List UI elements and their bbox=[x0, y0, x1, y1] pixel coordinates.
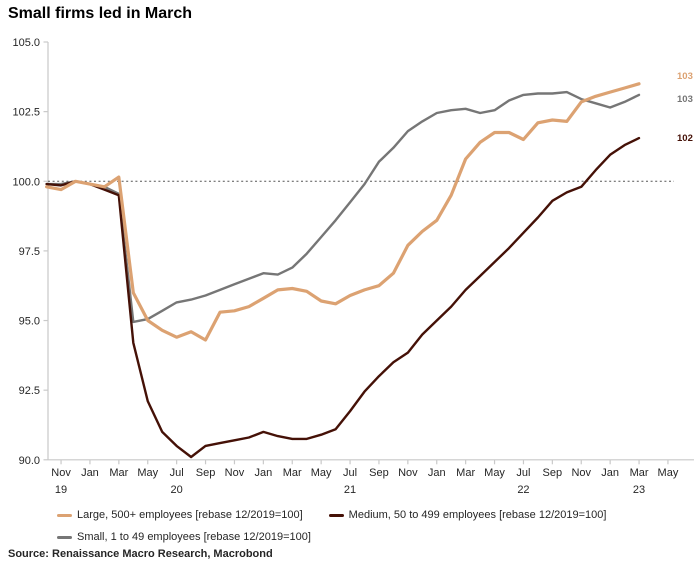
x-tick-label: Jul bbox=[170, 467, 184, 479]
x-tick-label: Nov bbox=[571, 467, 591, 479]
x-tick-label: Sep bbox=[369, 467, 389, 479]
x-tick-label: Nov bbox=[225, 467, 245, 479]
year-label: 23 bbox=[633, 484, 645, 496]
legend-row-2: Small, 1 to 49 employees [rebase 12/2019… bbox=[57, 530, 311, 544]
year-label: 19 bbox=[55, 484, 67, 496]
x-tick-label: Jul bbox=[516, 467, 530, 479]
y-tick-label: 102.5 bbox=[12, 107, 40, 119]
series-end-value-label: 103 bbox=[677, 94, 693, 105]
y-tick-label: 97.5 bbox=[19, 246, 40, 258]
x-tick-label: Jul bbox=[343, 467, 357, 479]
y-tick-label: 105.0 bbox=[12, 37, 40, 49]
x-tick-label: Sep bbox=[196, 467, 216, 479]
x-tick-label: Sep bbox=[543, 467, 563, 479]
x-tick-label: May bbox=[658, 467, 679, 479]
series-end-value-label: 102 bbox=[677, 133, 693, 144]
y-tick-label: 95.0 bbox=[19, 316, 40, 328]
x-tick-label: Nov bbox=[51, 467, 71, 479]
legend-label-small: Small, 1 to 49 employees [rebase 12/2019… bbox=[77, 531, 311, 543]
legend-swatch-medium bbox=[328, 513, 344, 517]
x-tick-label: Nov bbox=[398, 467, 418, 479]
x-tick-label: Mar bbox=[109, 467, 128, 479]
x-tick-label: Mar bbox=[456, 467, 475, 479]
legend-label-medium: Medium, 50 to 499 employees [rebase 12/2… bbox=[348, 509, 607, 521]
chart-area: 105.0 102.5 100.0 97.5 95.0 92.5 90.0 Nov Jan Mar… bbox=[0, 30, 696, 508]
x-tick-label: Jan bbox=[81, 467, 99, 479]
series-line-2 bbox=[45, 90, 641, 324]
legend-swatch-large bbox=[57, 513, 72, 517]
y-tick-label: 100.0 bbox=[12, 176, 40, 188]
line-chart-canvas: 105.0 102.5 100.0 97.5 95.0 92.5 90.0 Nov Jan Mar… bbox=[12, 37, 694, 496]
x-tick-label: May bbox=[484, 467, 505, 479]
series-line-0 bbox=[44, 82, 641, 342]
y-tick-label: 92.5 bbox=[19, 385, 40, 397]
year-label: 20 bbox=[171, 484, 183, 496]
chart-title: Small firms led in March bbox=[8, 5, 193, 22]
x-tick-label: Jan bbox=[601, 467, 619, 479]
legend-item-large: Large, 500+ employees [rebase 12/2019=10… bbox=[57, 509, 303, 521]
x-tick-label: Mar bbox=[283, 467, 302, 479]
year-label: 22 bbox=[517, 484, 529, 496]
series-end-value-label: 103 bbox=[677, 71, 693, 82]
year-label: 21 bbox=[344, 484, 356, 496]
legend-item-medium: Medium, 50 to 499 employees [rebase 12/2… bbox=[328, 509, 607, 521]
legend-row-1: Large, 500+ employees [rebase 12/2019=10… bbox=[57, 508, 606, 522]
x-tick-label: Jan bbox=[254, 467, 272, 479]
legend-item-small: Small, 1 to 49 employees [rebase 12/2019… bbox=[57, 531, 311, 543]
legend-swatch-small bbox=[57, 535, 72, 539]
x-tick-label: May bbox=[311, 467, 332, 479]
source-note: Source: Renaissance Macro Research, Macr… bbox=[8, 548, 273, 560]
x-tick-label: Mar bbox=[630, 467, 649, 479]
y-tick-label: 90.0 bbox=[19, 455, 40, 467]
legend-label-large: Large, 500+ employees [rebase 12/2019=10… bbox=[77, 509, 303, 521]
series-line-1 bbox=[45, 136, 641, 459]
x-tick-label: May bbox=[137, 467, 158, 479]
x-tick-label: Jan bbox=[428, 467, 446, 479]
